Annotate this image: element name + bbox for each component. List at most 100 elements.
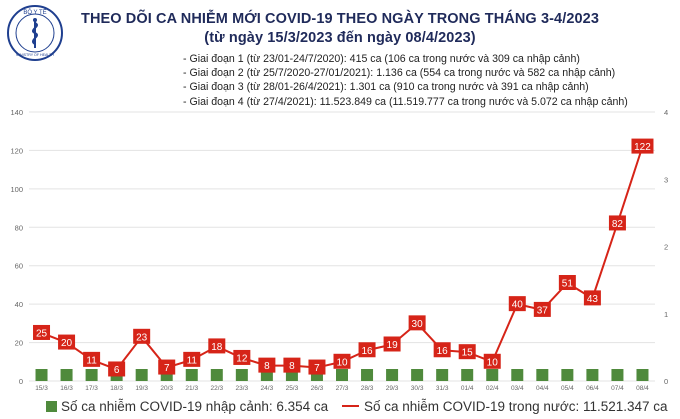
data-label-box (631, 138, 654, 154)
x-tick-label: 03/4 (511, 385, 524, 392)
data-label-box (433, 342, 451, 358)
data-label-box (58, 334, 76, 350)
data-label: 16 (361, 346, 373, 357)
chart-subtitle: (từ ngày 15/3/2023 đến ngày 08/4/2023) (204, 30, 476, 46)
data-label-box (508, 296, 526, 312)
data-label-box (108, 361, 126, 377)
bar-imported (461, 369, 474, 381)
data-label-box (258, 357, 276, 373)
y-left-tick-label: 140 (10, 108, 23, 117)
data-label-box (308, 359, 326, 375)
data-label: 20 (61, 338, 73, 349)
legend-item-domestic: Số ca nhiễm COVID-19 trong nước: 11.521.… (342, 399, 668, 414)
phase-note-2: - Giai đoạn 2 (từ 25/7/2020-27/01/2021):… (183, 67, 616, 80)
data-label: 7 (164, 363, 170, 374)
data-label: 18 (211, 342, 223, 353)
x-tick-label: 23/3 (236, 385, 249, 392)
line-domestic (41, 146, 644, 371)
x-tick-label: 01/4 (461, 385, 474, 392)
data-label: 10 (336, 357, 348, 368)
x-tick-label: 18/3 (110, 385, 123, 392)
x-tick-label: 25/3 (286, 385, 299, 392)
x-tick-label: 24/3 (261, 385, 274, 392)
bar-imported (135, 369, 148, 381)
phase-notes: - Giai đoạn 1 (từ 23/01-24/7/2020): 415 … (183, 52, 628, 109)
x-tick-label: 28/3 (361, 385, 374, 392)
data-label: 19 (387, 340, 399, 351)
y-right-tick-label: 4 (664, 108, 668, 117)
x-tick-label: 21/3 (185, 385, 198, 392)
data-label: 8 (289, 361, 295, 372)
data-label: 8 (264, 361, 270, 372)
data-label-box (483, 353, 501, 369)
data-label: 6 (114, 365, 120, 376)
y-right-tick-label: 3 (664, 175, 668, 184)
bar-imported (561, 369, 574, 381)
x-tick-label: 29/3 (386, 385, 399, 392)
bar-imported (60, 369, 73, 381)
data-label-box (608, 215, 626, 231)
data-label-box (133, 328, 151, 344)
chart-legend: Số ca nhiễm COVID-19 nhập cảnh: 6.354 ca… (0, 396, 680, 416)
bar-imported (210, 369, 223, 381)
bar-imported (611, 369, 624, 381)
logo-bottom-text: MINISTRY OF HEALTH (16, 53, 54, 57)
x-tick-label: 06/4 (586, 385, 599, 392)
data-label: 82 (612, 219, 624, 230)
bar-imported (536, 369, 549, 381)
x-tick-label: 07/4 (611, 385, 624, 392)
y-right-tick-label: 1 (664, 310, 668, 319)
data-label-box (158, 359, 176, 375)
data-label: 11 (86, 355, 97, 366)
data-label-box (558, 275, 576, 291)
data-label: 10 (487, 357, 499, 368)
legend-swatch-bar (46, 401, 57, 412)
data-label-box (208, 338, 226, 354)
x-tick-label: 02/4 (486, 385, 499, 392)
data-label: 16 (437, 346, 449, 357)
data-label: 37 (537, 305, 549, 316)
y-left-tick-label: 80 (15, 223, 23, 232)
bar-imported (436, 369, 449, 381)
data-label-box (33, 324, 51, 340)
chart-title: THEO DÕI CA NHIỄM MỚI COVID-19 THEO NGÀY… (81, 11, 599, 27)
bar-imported (386, 369, 399, 381)
bar-imported (235, 369, 248, 381)
data-label-box (183, 351, 201, 367)
y-left-tick-label: 60 (15, 262, 23, 271)
x-tick-label: 19/3 (135, 385, 148, 392)
data-label: 122 (634, 142, 651, 153)
data-label-box (233, 349, 251, 365)
y-right-tick-label: 2 (664, 243, 668, 252)
logo-top-text: BỘ Y TẾ (23, 9, 46, 16)
data-label-box (583, 290, 601, 306)
legend-label-imported: Số ca nhiễm COVID-19 nhập cảnh: 6.354 ca (61, 399, 329, 414)
phase-note-3: - Giai đoạn 3 (từ 28/01-26/4/2021): 1.30… (183, 81, 589, 94)
data-label-box (358, 342, 376, 358)
x-tick-label: 27/3 (336, 385, 349, 392)
x-tick-label: 08/4 (636, 385, 649, 392)
bar-imported (511, 369, 524, 381)
bar-imported (185, 369, 198, 381)
bar-imported (336, 369, 348, 381)
x-tick-label: 04/4 (536, 385, 549, 392)
data-label: 51 (562, 279, 574, 290)
data-label: 7 (314, 363, 320, 374)
legend-label-domestic: Số ca nhiễm COVID-19 trong nước: 11.521.… (364, 399, 668, 414)
legend-swatch-line (342, 405, 359, 407)
x-tick-label: 31/3 (436, 385, 449, 392)
data-label-box (458, 344, 476, 360)
data-label-box (533, 301, 551, 317)
data-label: 11 (187, 355, 198, 366)
data-label: 30 (412, 319, 424, 330)
phase-note-1: - Giai đoạn 1 (từ 23/01-24/7/2020): 415 … (183, 53, 580, 65)
phase-note-4: - Giai đoạn 4 (từ 27/4/2021): 11.523.849… (183, 95, 628, 108)
bar-imported (361, 369, 374, 381)
data-label: 40 (512, 300, 524, 311)
data-label: 43 (587, 294, 599, 305)
bar-imported (85, 369, 98, 381)
bar-imported (486, 369, 499, 381)
x-tick-label: 22/3 (210, 385, 223, 392)
data-label: 23 (136, 332, 148, 343)
